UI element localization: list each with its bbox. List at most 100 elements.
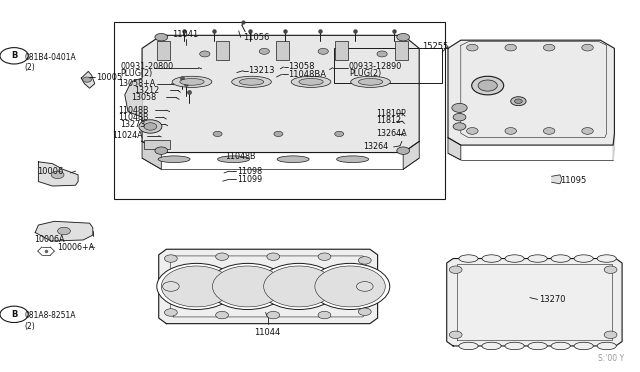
Bar bbox=[395, 41, 408, 60]
Text: 11048BA: 11048BA bbox=[288, 70, 326, 79]
Circle shape bbox=[139, 120, 162, 133]
Ellipse shape bbox=[528, 255, 547, 262]
Circle shape bbox=[164, 255, 177, 262]
Circle shape bbox=[449, 266, 462, 273]
Bar bbox=[334, 48, 442, 83]
Text: 13058: 13058 bbox=[131, 93, 156, 102]
Circle shape bbox=[358, 257, 371, 264]
Circle shape bbox=[582, 128, 593, 134]
Ellipse shape bbox=[277, 156, 309, 163]
Ellipse shape bbox=[528, 342, 547, 350]
Ellipse shape bbox=[459, 342, 478, 350]
Circle shape bbox=[310, 263, 390, 310]
Polygon shape bbox=[35, 221, 93, 241]
Circle shape bbox=[161, 266, 232, 307]
Text: 00931-20800: 00931-20800 bbox=[120, 62, 173, 71]
Ellipse shape bbox=[358, 78, 383, 85]
Circle shape bbox=[318, 253, 331, 260]
Polygon shape bbox=[448, 40, 614, 145]
Text: B: B bbox=[11, 51, 17, 60]
Circle shape bbox=[212, 266, 283, 307]
Text: 00933-12890: 00933-12890 bbox=[349, 62, 402, 71]
Circle shape bbox=[157, 263, 236, 310]
Ellipse shape bbox=[482, 255, 501, 262]
Circle shape bbox=[449, 331, 462, 339]
Polygon shape bbox=[142, 35, 419, 153]
Circle shape bbox=[377, 51, 387, 57]
Text: 081B4-0401A
(2): 081B4-0401A (2) bbox=[24, 53, 76, 72]
Circle shape bbox=[511, 97, 526, 106]
Circle shape bbox=[453, 113, 466, 121]
Circle shape bbox=[274, 131, 283, 137]
Text: B: B bbox=[11, 310, 17, 319]
Text: 11048B: 11048B bbox=[118, 106, 149, 115]
Text: 11095: 11095 bbox=[560, 176, 586, 185]
Bar bbox=[157, 41, 170, 60]
Text: 10006+A: 10006+A bbox=[58, 243, 95, 252]
Text: PLUG(2): PLUG(2) bbox=[349, 69, 381, 78]
Ellipse shape bbox=[337, 156, 369, 163]
Circle shape bbox=[164, 309, 177, 316]
Text: PLUG(2): PLUG(2) bbox=[120, 69, 152, 78]
Circle shape bbox=[259, 48, 269, 54]
Circle shape bbox=[318, 48, 328, 54]
Bar bbox=[114, 22, 445, 199]
Polygon shape bbox=[125, 78, 142, 117]
Text: 10005: 10005 bbox=[96, 73, 122, 81]
Polygon shape bbox=[403, 141, 419, 169]
Circle shape bbox=[397, 147, 410, 154]
Ellipse shape bbox=[218, 156, 250, 163]
Ellipse shape bbox=[291, 76, 331, 87]
Circle shape bbox=[335, 131, 344, 137]
Text: 11056: 11056 bbox=[243, 33, 269, 42]
Polygon shape bbox=[448, 138, 461, 160]
Circle shape bbox=[505, 128, 516, 134]
Ellipse shape bbox=[597, 342, 616, 350]
Text: 13264A: 13264A bbox=[376, 129, 407, 138]
Text: 11099: 11099 bbox=[237, 175, 262, 184]
Circle shape bbox=[356, 282, 373, 291]
Circle shape bbox=[505, 44, 516, 51]
Ellipse shape bbox=[505, 342, 524, 350]
Circle shape bbox=[318, 311, 331, 319]
Ellipse shape bbox=[232, 76, 271, 87]
Ellipse shape bbox=[459, 255, 478, 262]
Circle shape bbox=[163, 282, 179, 291]
Bar bbox=[144, 140, 170, 149]
Ellipse shape bbox=[299, 78, 323, 85]
Text: 11810P: 11810P bbox=[376, 109, 406, 118]
Circle shape bbox=[155, 147, 168, 154]
Text: 13270: 13270 bbox=[539, 295, 565, 304]
Circle shape bbox=[213, 131, 222, 137]
Ellipse shape bbox=[482, 342, 501, 350]
Circle shape bbox=[543, 44, 555, 51]
Text: 11098: 11098 bbox=[237, 167, 262, 176]
Text: 081A8-8251A
(2): 081A8-8251A (2) bbox=[24, 311, 76, 331]
Text: 15255: 15255 bbox=[422, 42, 449, 51]
Circle shape bbox=[144, 123, 157, 130]
Circle shape bbox=[604, 331, 617, 339]
Circle shape bbox=[264, 266, 334, 307]
Text: 11044: 11044 bbox=[254, 328, 281, 337]
Circle shape bbox=[515, 99, 522, 103]
Polygon shape bbox=[613, 134, 614, 160]
Circle shape bbox=[452, 103, 467, 112]
Text: 13264: 13264 bbox=[364, 142, 388, 151]
Ellipse shape bbox=[597, 255, 616, 262]
Circle shape bbox=[200, 51, 210, 57]
Ellipse shape bbox=[551, 342, 570, 350]
Ellipse shape bbox=[505, 255, 524, 262]
Ellipse shape bbox=[180, 78, 204, 85]
Circle shape bbox=[216, 253, 228, 260]
Text: 11041: 11041 bbox=[172, 30, 199, 39]
Ellipse shape bbox=[239, 78, 264, 85]
Polygon shape bbox=[552, 175, 562, 184]
Circle shape bbox=[267, 253, 280, 260]
Circle shape bbox=[58, 227, 70, 235]
Text: 11812: 11812 bbox=[376, 116, 401, 125]
Circle shape bbox=[208, 263, 287, 310]
Circle shape bbox=[543, 128, 555, 134]
Ellipse shape bbox=[574, 342, 593, 350]
Text: 13273: 13273 bbox=[120, 120, 145, 129]
Bar bbox=[276, 41, 289, 60]
